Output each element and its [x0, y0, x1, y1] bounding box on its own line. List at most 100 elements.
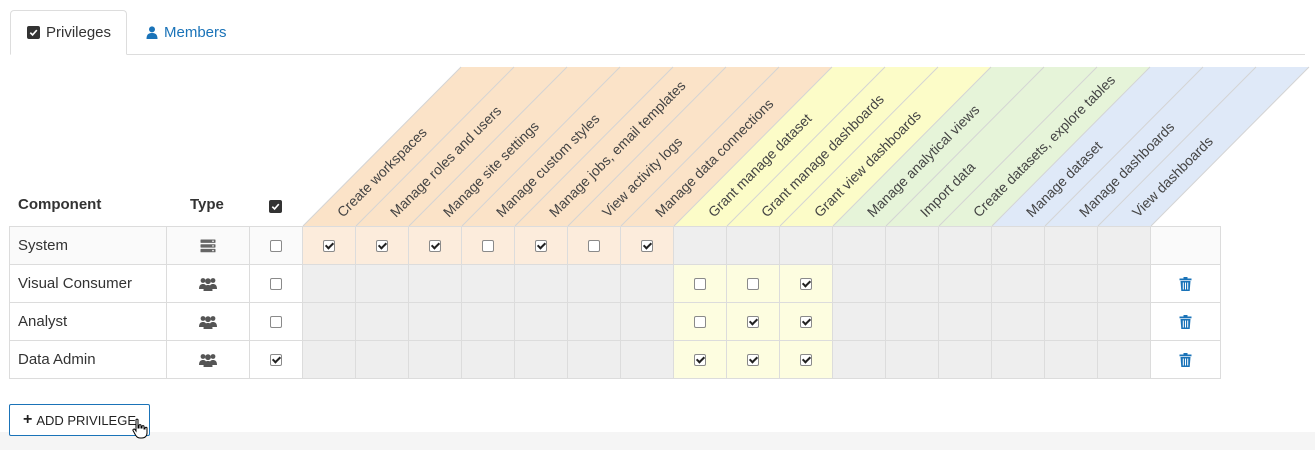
header-divider — [938, 66, 1098, 227]
privilege-checkbox[interactable] — [641, 240, 653, 253]
privilege-cell — [991, 340, 1045, 379]
tab-members[interactable]: Members — [146, 10, 227, 55]
privilege-cell — [938, 340, 992, 379]
tab-members-label: Members — [164, 24, 227, 41]
privilege-cell — [1044, 264, 1098, 303]
footer-shade — [0, 432, 1315, 450]
row-select-checkbox[interactable] — [270, 354, 282, 367]
privilege-cell — [461, 340, 515, 379]
privilege-checkbox[interactable] — [323, 240, 335, 253]
privilege-checkbox[interactable] — [376, 240, 388, 253]
component-name: Analyst — [9, 302, 167, 341]
header-divider — [779, 66, 939, 227]
privilege-checkbox[interactable] — [800, 316, 812, 329]
header-divider — [567, 66, 727, 227]
row-select-checkbox[interactable] — [270, 316, 282, 329]
privilege-cell — [673, 340, 727, 379]
privilege-cell — [885, 340, 939, 379]
privilege-cell — [991, 226, 1045, 265]
privilege-checkbox[interactable] — [588, 240, 600, 253]
add-privilege-button[interactable]: + ADD PRIVILEGE — [9, 404, 150, 436]
user-icon — [146, 26, 158, 39]
user-group-icon — [199, 351, 217, 368]
select-all-checkbox[interactable] — [269, 199, 282, 217]
privilege-cell — [832, 226, 886, 265]
component-name: Data Admin — [9, 340, 167, 379]
component-type-cell — [166, 264, 250, 303]
add-privilege-label: ADD PRIVILEGE — [36, 412, 137, 428]
privilege-checkbox[interactable] — [482, 240, 494, 253]
privilege-cell — [1097, 226, 1151, 265]
privilege-checkbox[interactable] — [747, 354, 759, 367]
privilege-cell — [620, 302, 674, 341]
privilege-checkbox[interactable] — [694, 354, 706, 367]
privilege-cell — [885, 302, 939, 341]
row-select-cell — [249, 302, 303, 341]
component-name: Visual Consumer — [9, 264, 167, 303]
privilege-cell — [885, 226, 939, 265]
trash-icon[interactable] — [1179, 275, 1192, 292]
privilege-cell — [514, 226, 568, 265]
privilege-cell — [355, 340, 409, 379]
component-type-cell — [166, 340, 250, 379]
table-row: Visual Consumer — [9, 264, 1221, 303]
header-band-green — [833, 67, 1150, 226]
privilege-cell — [991, 264, 1045, 303]
header-divider — [673, 66, 833, 227]
privilege-checkbox[interactable] — [800, 354, 812, 367]
trash-icon[interactable] — [1179, 313, 1192, 330]
table-row: Analyst — [9, 302, 1221, 341]
header-divider — [1097, 66, 1257, 227]
privilege-cell — [726, 340, 780, 379]
header-divider — [832, 66, 992, 227]
header-divider — [1044, 66, 1204, 227]
row-select-cell — [249, 264, 303, 303]
row-actions-cell — [1150, 302, 1221, 341]
privilege-checkbox[interactable] — [535, 240, 547, 253]
component-header: Component — [18, 196, 102, 213]
privilege-cell — [302, 226, 356, 265]
server-stack-icon — [200, 237, 216, 254]
header-divider — [885, 66, 1045, 227]
header-divider — [726, 66, 886, 227]
privilege-cell — [938, 302, 992, 341]
privilege-checkbox[interactable] — [747, 316, 759, 329]
privilege-cell — [461, 226, 515, 265]
header-band-blue — [992, 67, 1309, 226]
privilege-cell — [779, 302, 833, 341]
privilege-cell — [302, 264, 356, 303]
privilege-cell — [514, 302, 568, 341]
privilege-cell — [408, 226, 462, 265]
privilege-cell — [514, 340, 568, 379]
privilege-cell — [302, 302, 356, 341]
row-select-cell — [249, 226, 303, 265]
privilege-cell — [1097, 340, 1151, 379]
privilege-cell — [673, 226, 727, 265]
privilege-cell — [938, 264, 992, 303]
privilege-checkbox[interactable] — [694, 278, 706, 291]
privilege-cell — [567, 340, 621, 379]
header-divider — [1150, 66, 1310, 227]
privilege-checkbox[interactable] — [429, 240, 441, 253]
header-divider — [991, 66, 1151, 227]
tab-privileges-label: Privileges — [46, 24, 112, 41]
row-select-checkbox[interactable] — [270, 240, 282, 253]
privilege-checkbox[interactable] — [694, 316, 706, 329]
header-divider — [461, 66, 621, 227]
checkbox-icon — [269, 200, 282, 213]
privilege-cell — [779, 226, 833, 265]
trash-icon[interactable] — [1179, 351, 1192, 368]
table-row: System — [9, 226, 1221, 265]
privilege-checkbox[interactable] — [800, 278, 812, 291]
privilege-cell — [726, 302, 780, 341]
component-type-cell — [166, 302, 250, 341]
plus-icon: + — [22, 411, 33, 428]
privilege-checkbox[interactable] — [747, 278, 759, 291]
header-band-yellow — [674, 67, 991, 226]
row-select-checkbox[interactable] — [270, 278, 282, 291]
header-divider — [302, 66, 462, 227]
header-band-orange — [303, 67, 832, 226]
privilege-cell — [355, 264, 409, 303]
privilege-cell — [832, 264, 886, 303]
tab-privileges[interactable]: Privileges — [10, 10, 127, 55]
